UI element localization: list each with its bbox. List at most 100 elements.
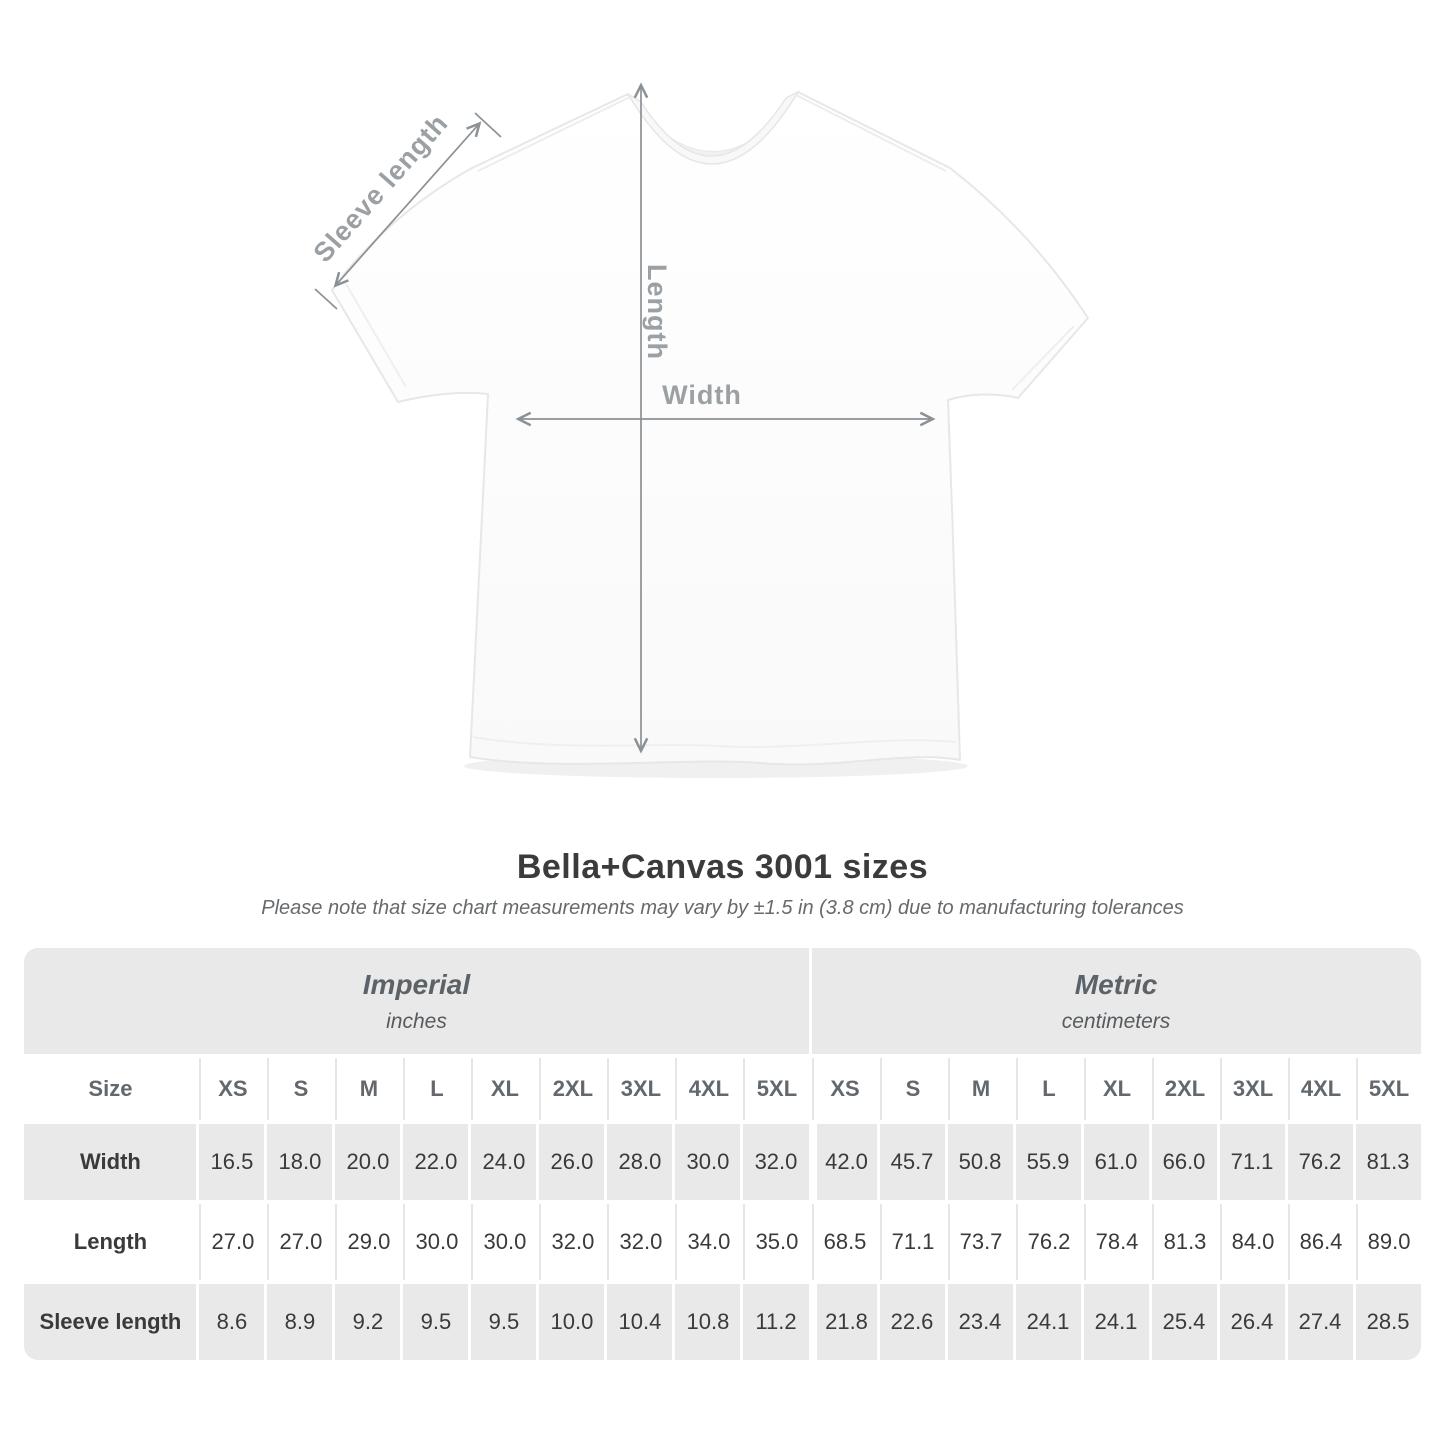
- size-cell: 2XL: [1151, 1058, 1217, 1120]
- metric-unit: centimeters: [1061, 1009, 1171, 1033]
- value-cell: 66.0: [1151, 1124, 1217, 1200]
- value-cell: 24.1: [1015, 1284, 1081, 1360]
- width-row: Width 16.5 18.0 20.0 22.0 24.0 26.0 28.0…: [24, 1124, 1421, 1200]
- unit-header-row: Imperial inches Metric centimeters: [24, 948, 1421, 1054]
- collar-band: [627, 90, 800, 165]
- bottom-hem-seam: [472, 736, 957, 748]
- value-cell: 18.0: [267, 1124, 333, 1200]
- value-cell: 81.3: [1151, 1204, 1217, 1280]
- sleeve-arrow-tick-top: [474, 112, 502, 138]
- size-cell: XS: [811, 1058, 877, 1120]
- size-cell: 5XL: [1355, 1058, 1421, 1120]
- length-row: Length 27.0 27.0 29.0 30.0 30.0 32.0 32.…: [24, 1204, 1421, 1280]
- size-cell: 2XL: [539, 1058, 605, 1120]
- value-cell: 32.0: [607, 1204, 673, 1280]
- width-label: Width: [662, 380, 742, 410]
- size-cell: 4XL: [1287, 1058, 1353, 1120]
- sleeve-length-row: Sleeve length 8.6 8.9 9.2 9.5 9.5 10.0 1…: [24, 1284, 1421, 1360]
- sleeve-hem-left: [345, 283, 407, 388]
- value-cell: 86.4: [1287, 1204, 1353, 1280]
- imperial-unit: inches: [386, 1009, 447, 1033]
- imperial-header-cell: Imperial inches: [24, 948, 809, 1054]
- size-cell: S: [267, 1058, 333, 1120]
- row-label: Sleeve length: [24, 1284, 197, 1360]
- value-cell: 35.0: [743, 1204, 809, 1280]
- page-title: Bella+Canvas 3001 sizes: [516, 848, 929, 886]
- size-header: Size: [24, 1058, 197, 1120]
- value-cell: 28.5: [1355, 1284, 1421, 1360]
- value-cell: 9.2: [335, 1284, 401, 1360]
- size-header-row: Size XS S M L XL 2XL 3XL 4XL 5XL XS S M …: [24, 1058, 1421, 1120]
- value-cell: 42.0: [811, 1124, 877, 1200]
- value-cell: 26.0: [539, 1124, 605, 1200]
- value-cell: 34.0: [675, 1204, 741, 1280]
- metric-header-cell: Metric centimeters: [811, 948, 1421, 1054]
- sleeve-arrow: [333, 121, 482, 288]
- size-chart-table: Imperial inches Metric centimeters Size …: [21, 944, 1423, 1364]
- row-label: Width: [24, 1124, 197, 1200]
- value-cell: 30.0: [675, 1124, 741, 1200]
- value-cell: 71.1: [879, 1204, 945, 1280]
- value-cell: 23.4: [947, 1284, 1013, 1360]
- value-cell: 21.8: [811, 1284, 877, 1360]
- size-cell: M: [335, 1058, 401, 1120]
- value-cell: 73.7: [947, 1204, 1013, 1280]
- sleeve-hem-right: [1011, 325, 1075, 391]
- value-cell: 84.0: [1219, 1204, 1285, 1280]
- value-cell: 29.0: [335, 1204, 401, 1280]
- value-cell: 22.6: [879, 1284, 945, 1360]
- value-cell: 10.4: [607, 1284, 673, 1360]
- value-cell: 61.0: [1083, 1124, 1149, 1200]
- value-cell: 26.4: [1219, 1284, 1285, 1360]
- value-cell: 81.3: [1355, 1124, 1421, 1200]
- value-cell: 45.7: [879, 1124, 945, 1200]
- length-label: Length: [642, 264, 672, 360]
- value-cell: 10.0: [539, 1284, 605, 1360]
- size-cell: XL: [1083, 1058, 1149, 1120]
- value-cell: 89.0: [1355, 1204, 1421, 1280]
- value-cell: 32.0: [539, 1204, 605, 1280]
- tshirt-svg: Sleeve length Length Width: [308, 82, 1089, 778]
- row-label: Length: [24, 1204, 197, 1280]
- value-cell: 9.5: [471, 1284, 537, 1360]
- value-cell: 30.0: [471, 1204, 537, 1280]
- size-cell: 3XL: [607, 1058, 673, 1120]
- size-cell: XS: [199, 1058, 265, 1120]
- value-cell: 27.0: [199, 1204, 265, 1280]
- value-cell: 20.0: [335, 1124, 401, 1200]
- tshirt-body: [331, 91, 1089, 766]
- size-cell: 3XL: [1219, 1058, 1285, 1120]
- value-cell: 27.4: [1287, 1284, 1353, 1360]
- size-cell: 4XL: [675, 1058, 741, 1120]
- value-cell: 11.2: [743, 1284, 809, 1360]
- value-cell: 25.4: [1151, 1284, 1217, 1360]
- value-cell: 27.0: [267, 1204, 333, 1280]
- value-cell: 71.1: [1219, 1124, 1285, 1200]
- size-cell: L: [1015, 1058, 1081, 1120]
- tshirt-measurement-diagram: Sleeve length Length Width: [308, 82, 1089, 778]
- metric-title: Metric: [1074, 968, 1158, 1000]
- value-cell: 55.9: [1015, 1124, 1081, 1200]
- size-cell: M: [947, 1058, 1013, 1120]
- size-cell: XL: [471, 1058, 537, 1120]
- title-block: Bella+Canvas 3001 sizes Please note that…: [0, 848, 1445, 920]
- value-cell: 76.2: [1287, 1124, 1353, 1200]
- imperial-title: Imperial: [362, 968, 471, 1000]
- value-cell: 24.1: [1083, 1284, 1149, 1360]
- value-cell: 22.0: [403, 1124, 469, 1200]
- size-cell: L: [403, 1058, 469, 1120]
- value-cell: 32.0: [743, 1124, 809, 1200]
- value-cell: 9.5: [403, 1284, 469, 1360]
- value-cell: 28.0: [607, 1124, 673, 1200]
- value-cell: 10.8: [675, 1284, 741, 1360]
- value-cell: 68.5: [811, 1204, 877, 1280]
- value-cell: 16.5: [199, 1124, 265, 1200]
- size-cell: S: [879, 1058, 945, 1120]
- value-cell: 78.4: [1083, 1204, 1149, 1280]
- value-cell: 8.9: [267, 1284, 333, 1360]
- size-cell: 5XL: [743, 1058, 809, 1120]
- value-cell: 50.8: [947, 1124, 1013, 1200]
- value-cell: 30.0: [403, 1204, 469, 1280]
- tolerance-note: Please note that size chart measurements…: [261, 897, 1184, 919]
- value-cell: 76.2: [1015, 1204, 1081, 1280]
